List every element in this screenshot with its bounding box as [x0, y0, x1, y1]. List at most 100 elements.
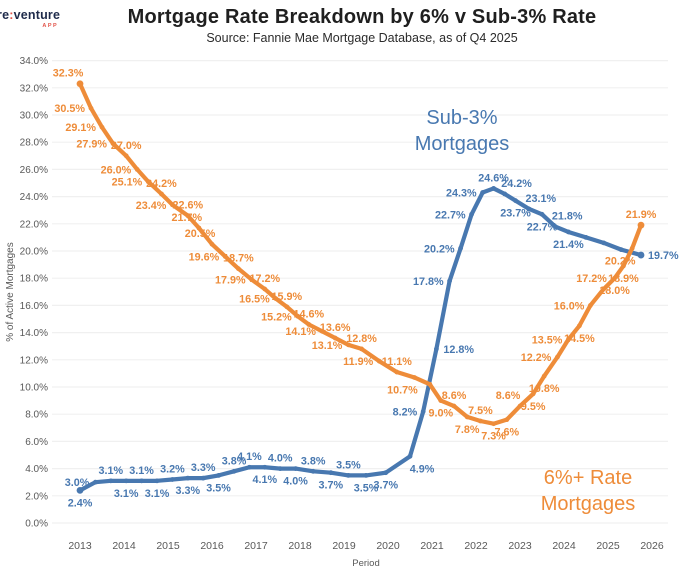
data-point-marker — [502, 191, 507, 197]
data-point-marker — [447, 278, 452, 284]
y-tick-label: 32.0% — [20, 83, 48, 94]
data-point-marker — [612, 275, 617, 281]
rate6-annotation: Mortgages — [541, 493, 636, 515]
data-point-label: 3.5% — [354, 482, 379, 494]
data-point-marker — [110, 141, 116, 146]
data-point-label: 24.2% — [146, 178, 177, 190]
y-tick-label: 24.0% — [20, 192, 48, 203]
data-point-marker — [629, 245, 635, 251]
data-point-label: 11.9% — [343, 356, 373, 368]
data-point-label: 24.3% — [446, 188, 477, 200]
data-point-label: 16.5% — [239, 294, 270, 306]
data-point-marker — [451, 403, 457, 409]
data-point-label: 7.6% — [494, 427, 519, 439]
data-point-label: 13.6% — [320, 322, 351, 334]
data-point-marker — [145, 179, 151, 185]
data-point-label: 3.5% — [336, 459, 361, 471]
data-point-label: 24.2% — [501, 178, 532, 190]
data-point-marker — [247, 464, 252, 470]
data-point-label: 21.9% — [626, 209, 657, 221]
data-point-marker — [231, 468, 237, 474]
data-point-label: 17.8% — [413, 276, 444, 288]
y-tick-label: 14.0% — [20, 328, 48, 339]
data-point-label: 13.5% — [532, 334, 563, 346]
data-point-marker — [601, 240, 606, 246]
data-point-marker — [637, 251, 645, 259]
y-tick-label: 22.0% — [20, 219, 48, 230]
data-point-label: 32.3% — [53, 68, 84, 80]
data-point-marker — [394, 369, 400, 375]
y-tick-label: 8.0% — [25, 410, 48, 421]
data-point-marker — [295, 313, 301, 319]
data-point-label: 3.1% — [98, 465, 123, 477]
data-point-label: 15.9% — [271, 291, 302, 303]
page-title: Mortgage Rate Breakdown by 6% v Sub-3% R… — [127, 6, 597, 28]
data-point-label: 3.1% — [129, 465, 154, 477]
data-point-label: 8.6% — [496, 390, 521, 402]
x-tick-label: 2020 — [376, 540, 400, 552]
data-point-marker — [491, 186, 496, 191]
data-point-label: 12.8% — [443, 344, 474, 356]
data-point-marker — [76, 80, 84, 88]
data-point-marker — [539, 211, 545, 217]
data-point-label: 27.0% — [111, 140, 142, 152]
x-tick-label: 2015 — [156, 540, 180, 552]
data-point-marker — [236, 266, 241, 272]
data-point-marker — [332, 335, 338, 341]
data-point-marker — [504, 417, 510, 423]
data-point-label: 18.0% — [599, 285, 630, 297]
sub3-annotation: Sub-3% — [426, 107, 497, 129]
y-tick-label: 30.0% — [20, 111, 48, 122]
data-point-marker — [185, 475, 191, 481]
y-axis-title: % of Active Mortgages — [5, 242, 16, 342]
data-point-label: 2.4% — [68, 497, 93, 509]
data-point-marker — [139, 478, 145, 484]
y-tick-label: 4.0% — [25, 464, 48, 475]
y-tick-label: 6.0% — [25, 437, 48, 448]
sub3-annotation: Mortgages — [415, 133, 510, 155]
data-point-marker — [306, 322, 312, 327]
data-point-marker — [273, 296, 279, 301]
y-tick-label: 34.0% — [20, 56, 48, 67]
data-point-marker — [588, 303, 593, 308]
data-point-marker — [517, 403, 523, 409]
data-point-marker — [108, 478, 114, 484]
data-point-marker — [577, 323, 582, 329]
data-point-marker — [434, 346, 439, 352]
data-point-label: 3.1% — [145, 488, 170, 500]
data-point-label: 22.7% — [527, 221, 558, 233]
data-point-label: 3.1% — [114, 488, 139, 500]
data-point-label: 22.7% — [435, 209, 466, 221]
data-point-marker — [319, 328, 325, 334]
rate6-annotation: 6%+ Rate — [544, 467, 632, 489]
data-point-label: 3.2% — [160, 463, 185, 475]
data-point-marker — [262, 286, 268, 292]
data-point-marker — [583, 235, 589, 240]
data-point-marker — [134, 167, 140, 172]
data-point-label: 29.1% — [65, 122, 96, 134]
data-point-label: 4.0% — [283, 476, 308, 488]
data-point-marker — [170, 202, 175, 208]
x-tick-label: 2016 — [200, 540, 224, 552]
y-tick-label: 0.0% — [25, 519, 48, 530]
data-point-label: 4.1% — [237, 451, 262, 463]
y-tick-label: 20.0% — [20, 247, 48, 258]
data-point-marker — [185, 213, 191, 219]
data-point-label: 4.1% — [252, 474, 277, 486]
data-point-marker — [637, 221, 645, 229]
data-point-label: 3.8% — [222, 455, 247, 467]
x-tick-label: 2021 — [420, 540, 444, 552]
data-point-label: 20.2% — [605, 255, 636, 267]
data-point-marker — [99, 124, 105, 130]
data-point-label: 21.7% — [171, 212, 202, 224]
data-point-label: 20.5% — [185, 228, 216, 240]
data-point-label: 27.9% — [76, 139, 107, 151]
data-point-label: 14.6% — [293, 308, 324, 320]
data-point-label: 14.5% — [564, 333, 595, 345]
data-point-marker — [458, 245, 463, 251]
data-point-marker — [376, 358, 382, 364]
data-point-marker — [170, 477, 175, 482]
data-point-marker — [526, 206, 532, 212]
data-point-marker — [566, 337, 571, 342]
data-point-label: 3.8% — [301, 455, 326, 467]
